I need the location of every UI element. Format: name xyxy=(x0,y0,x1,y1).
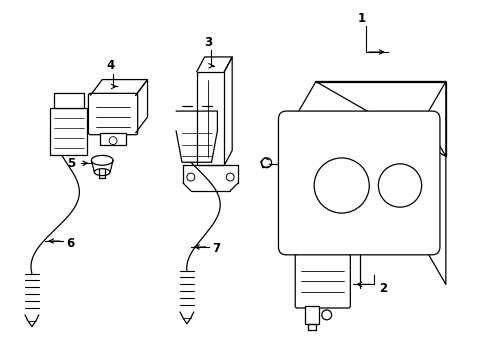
Text: 4: 4 xyxy=(106,59,114,72)
FancyBboxPatch shape xyxy=(278,111,439,255)
Bar xyxy=(305,306,318,324)
FancyBboxPatch shape xyxy=(295,253,349,308)
Bar xyxy=(50,108,87,156)
Bar xyxy=(311,154,370,217)
Text: 3: 3 xyxy=(204,36,212,49)
Text: 2: 2 xyxy=(378,282,386,295)
Bar xyxy=(100,133,125,145)
FancyBboxPatch shape xyxy=(88,93,138,135)
Bar xyxy=(375,160,424,211)
Text: 7: 7 xyxy=(212,242,220,255)
Text: 1: 1 xyxy=(357,12,366,25)
Text: 6: 6 xyxy=(66,237,75,249)
Text: 5: 5 xyxy=(66,157,75,170)
Bar xyxy=(196,72,224,165)
Bar xyxy=(54,93,83,108)
